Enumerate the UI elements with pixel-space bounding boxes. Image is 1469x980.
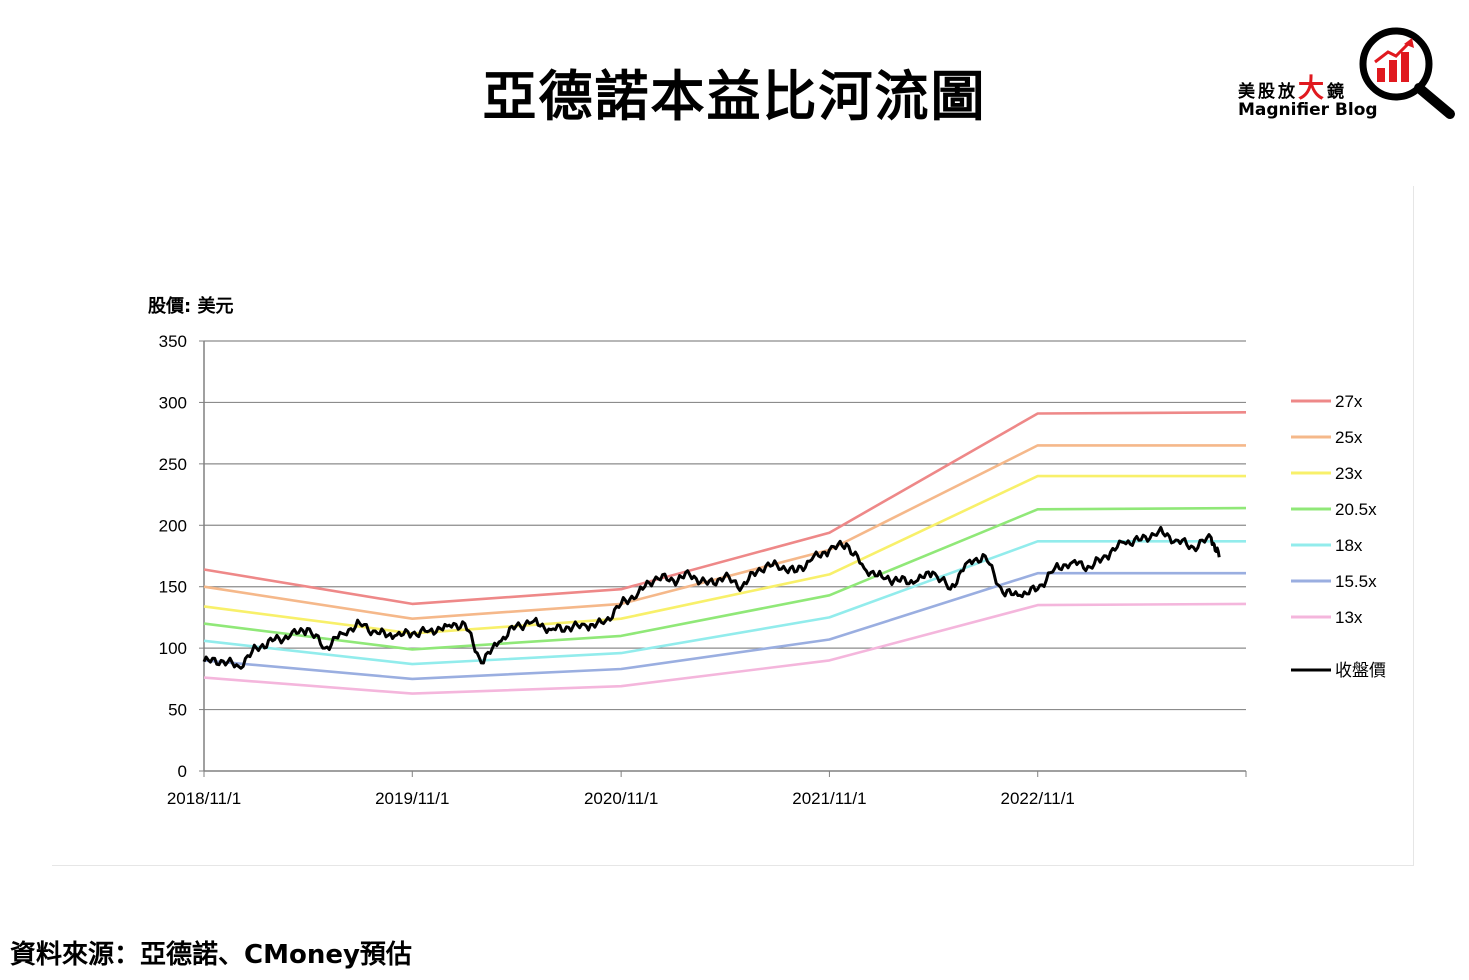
logo-chinese-text: 美股放大鏡 xyxy=(1238,74,1348,104)
y-tick-label: 350 xyxy=(159,332,187,351)
magnifier-bar-chart-icon xyxy=(1359,27,1455,119)
legend-label: 13x xyxy=(1335,608,1363,627)
series-line-20.5x xyxy=(203,506,1247,651)
y-tick-label: 250 xyxy=(159,455,187,474)
y-tick-label: 100 xyxy=(159,639,187,658)
series-line-27x xyxy=(203,411,1247,606)
series-line-13x xyxy=(203,602,1247,695)
legend-label: 15.5x xyxy=(1335,572,1377,591)
legend-label: 20.5x xyxy=(1335,500,1377,519)
x-tick-label: 2020/11/1 xyxy=(584,789,658,808)
y-axis-label: 股價: 美元 xyxy=(148,296,234,317)
series-line-收盤價 xyxy=(202,525,1221,670)
series-line-15.5x xyxy=(203,571,1246,681)
y-tick-label: 300 xyxy=(159,393,187,412)
legend-label: 23x xyxy=(1335,464,1363,483)
x-tick-label: 2021/11/1 xyxy=(792,789,866,808)
series-line-23x xyxy=(203,474,1246,635)
legend-label: 25x xyxy=(1335,428,1363,447)
source-note: 資料來源：亞德諾、CMoney預估 xyxy=(10,940,412,970)
y-tick-label: 150 xyxy=(159,578,187,597)
legend-label: 27x xyxy=(1335,392,1363,411)
logo-english-text: Magnifier Blog xyxy=(1238,100,1378,120)
series-line-18x xyxy=(203,539,1246,666)
x-tick-label: 2018/11/1 xyxy=(167,789,241,808)
x-tick-label: 2019/11/1 xyxy=(375,789,449,808)
brand-logo[interactable]: 美股放大鏡 Magnifier Blog xyxy=(1232,24,1460,124)
y-tick-label: 0 xyxy=(178,762,187,781)
x-tick-label: 2022/11/1 xyxy=(1001,789,1075,808)
chart-frame xyxy=(52,186,1414,866)
page-title: 亞德諾本益比河流圖 xyxy=(482,65,987,128)
series-line-25x xyxy=(203,444,1246,621)
legend-label: 18x xyxy=(1335,536,1363,555)
y-tick-label: 50 xyxy=(168,701,187,720)
legend-label: 收盤價 xyxy=(1335,661,1386,680)
y-tick-label: 200 xyxy=(159,516,187,535)
